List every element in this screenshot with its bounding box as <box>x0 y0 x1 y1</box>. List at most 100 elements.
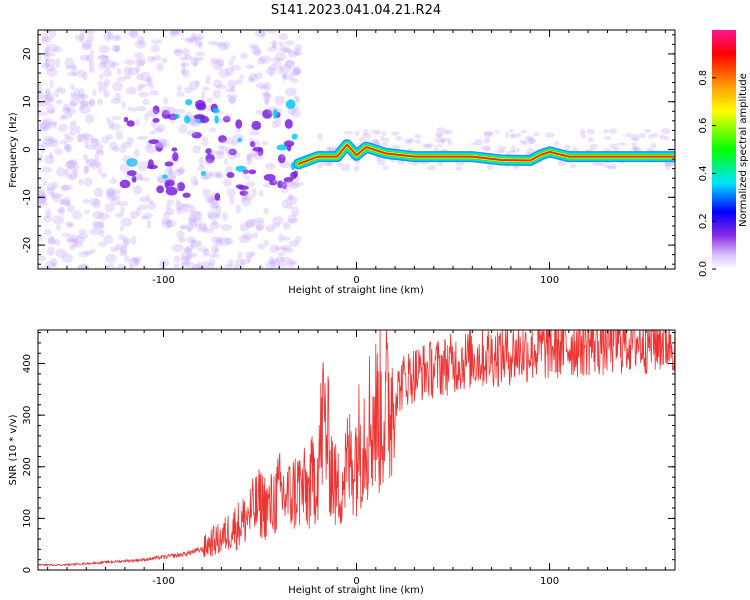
noise-blob <box>370 129 381 133</box>
noise-blob <box>277 154 286 164</box>
noise-blob <box>632 137 639 142</box>
noise-blob <box>422 144 432 149</box>
noise-blob <box>195 261 202 269</box>
noise-blob <box>97 220 105 229</box>
noise-blob <box>42 180 48 187</box>
noise-blob <box>41 36 52 44</box>
noise-blob <box>194 180 199 186</box>
noise-blob <box>47 237 56 245</box>
noise-blob <box>146 76 153 82</box>
noise-blob <box>46 121 57 129</box>
noise-blob <box>255 30 265 38</box>
noise-blob <box>60 199 72 206</box>
noise-blob <box>509 133 515 140</box>
x-tick-label: 100 <box>540 576 559 587</box>
x-tick-label: 0 <box>353 576 359 587</box>
noise-blob <box>586 128 595 135</box>
noise-blob <box>269 244 280 253</box>
noise-blob <box>137 161 149 171</box>
noise-blob <box>146 109 159 118</box>
noise-blob <box>245 64 253 70</box>
noise-blob <box>200 173 210 181</box>
noise-blob <box>470 142 477 146</box>
noise-blob <box>192 217 202 223</box>
noise-blob <box>100 150 105 156</box>
noise-blob <box>652 132 658 138</box>
noise-blob <box>235 184 245 189</box>
noise-blob <box>173 255 181 263</box>
noise-blob <box>265 261 276 269</box>
noise-blob <box>340 165 351 172</box>
noise-blob <box>110 61 117 70</box>
noise-blob <box>223 40 231 50</box>
noise-blob <box>133 185 143 195</box>
noise-blob <box>200 171 207 177</box>
noise-blob <box>89 228 102 236</box>
noise-blob <box>284 40 295 46</box>
noise-blob <box>288 240 300 248</box>
noise-blob <box>362 129 370 136</box>
noise-blob <box>52 181 59 190</box>
noise-blob <box>218 42 228 51</box>
noise-blob <box>201 90 206 101</box>
noise-blob <box>69 128 77 137</box>
noise-blob <box>500 149 505 154</box>
noise-blob <box>245 218 256 228</box>
noise-blob <box>212 107 220 114</box>
noise-blob <box>119 249 128 257</box>
colorbar-tick-label: 0.8 <box>698 70 709 86</box>
noise-blob <box>99 229 105 238</box>
noise-blob <box>106 263 116 269</box>
figure-title: S141.2023.041.04.21.R24 <box>271 3 441 18</box>
noise-blob <box>164 179 170 189</box>
noise-blob <box>226 171 235 178</box>
noise-blob <box>38 194 47 204</box>
noise-blob <box>455 166 463 171</box>
noise-blob <box>65 65 77 70</box>
noise-blob <box>51 262 57 268</box>
noise-blob <box>74 238 79 245</box>
x-tick-label: 100 <box>540 275 559 286</box>
noise-blob <box>598 163 606 167</box>
noise-blob <box>198 156 204 167</box>
noise-blob <box>170 115 176 125</box>
noise-blob <box>38 83 42 92</box>
noise-blob <box>664 161 675 167</box>
noise-blob <box>280 244 291 251</box>
noise-blob <box>174 113 180 119</box>
noise-blob <box>50 257 58 268</box>
noise-blob <box>181 62 186 70</box>
noise-blob <box>149 81 154 90</box>
noise-blob <box>184 86 193 94</box>
noise-blob <box>197 247 209 252</box>
noise-blob <box>277 64 283 75</box>
noise-blob <box>75 236 85 244</box>
noise-blob <box>42 117 53 127</box>
noise-blob <box>43 135 54 142</box>
noise-blob <box>246 153 254 162</box>
noise-blob <box>277 259 288 268</box>
noise-blob <box>89 49 94 56</box>
noise-blob <box>602 129 610 134</box>
noise-blob <box>291 206 300 217</box>
noise-blob <box>190 175 198 186</box>
noise-blob <box>242 169 249 174</box>
noise-blob <box>437 161 444 167</box>
noise-blob <box>193 36 203 42</box>
noise-blob <box>226 137 234 145</box>
noise-blob <box>612 147 620 152</box>
y-tick-label: 400 <box>22 354 33 373</box>
noise-blob <box>96 55 109 61</box>
noise-blob <box>64 168 70 178</box>
noise-blob <box>239 235 251 244</box>
noise-blob <box>93 187 104 198</box>
noise-blob <box>293 65 301 76</box>
noise-blob <box>134 40 147 49</box>
noise-blob <box>203 223 208 232</box>
noise-blob <box>630 133 640 141</box>
noise-blob <box>139 196 149 203</box>
noise-blob <box>165 165 173 175</box>
noise-blob <box>272 216 284 226</box>
noise-blob <box>77 263 90 269</box>
noise-blob <box>222 178 232 188</box>
